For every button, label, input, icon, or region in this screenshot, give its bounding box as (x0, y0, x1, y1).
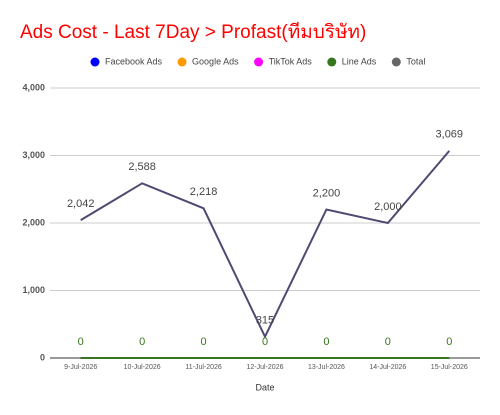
legend-marker (177, 57, 187, 67)
legend-label: Line Ads (342, 56, 377, 66)
data-label: 0 (78, 336, 84, 348)
data-label: 0 (139, 336, 145, 348)
legend-label: Facebook Ads (105, 56, 163, 66)
y-tick-label: 0 (40, 352, 45, 362)
data-label: 3,069 (436, 129, 464, 141)
data-label: 0 (323, 336, 329, 348)
y-tick-label: 2,000 (22, 217, 45, 227)
legend-marker (391, 57, 401, 67)
data-label: 315 (256, 315, 274, 327)
legend-marker (327, 57, 337, 67)
data-label: 0 (385, 336, 391, 348)
x-tick-label: 9-Jul-2026 (64, 364, 97, 371)
data-label: 2,218 (190, 186, 218, 198)
data-label: 0 (446, 336, 452, 348)
x-tick-label: 15-Jul-2026 (431, 364, 468, 371)
data-label: 2,200 (313, 187, 341, 199)
legend-label: Google Ads (192, 56, 239, 66)
chart-title: Ads Cost - Last 7Day > Profast(ทีมบริษัท… (20, 21, 366, 43)
legend-label: Total (406, 56, 425, 66)
x-tick-label: 14-Jul-2026 (369, 364, 406, 371)
data-label: 2,042 (67, 198, 95, 210)
data-label: 2,588 (128, 161, 156, 173)
legend-marker (254, 57, 264, 67)
series-line (80, 150, 451, 340)
y-tick-label: 4,000 (22, 82, 45, 92)
data-label: 0 (201, 336, 207, 348)
x-tick-label: 10-Jul-2026 (124, 364, 161, 371)
y-tick-label: 1,000 (22, 285, 45, 295)
x-tick-label: 12-Jul-2026 (247, 364, 284, 371)
x-axis-label: Date (255, 382, 274, 392)
legend-marker (90, 57, 100, 67)
data-label: 2,000 (374, 201, 402, 213)
x-tick-label: 11-Jul-2026 (185, 364, 222, 371)
data-label: 0 (262, 336, 268, 348)
x-tick-label: 13-Jul-2026 (308, 364, 345, 371)
y-tick-label: 3,000 (22, 150, 45, 160)
legend-label: TikTok Ads (269, 56, 313, 66)
